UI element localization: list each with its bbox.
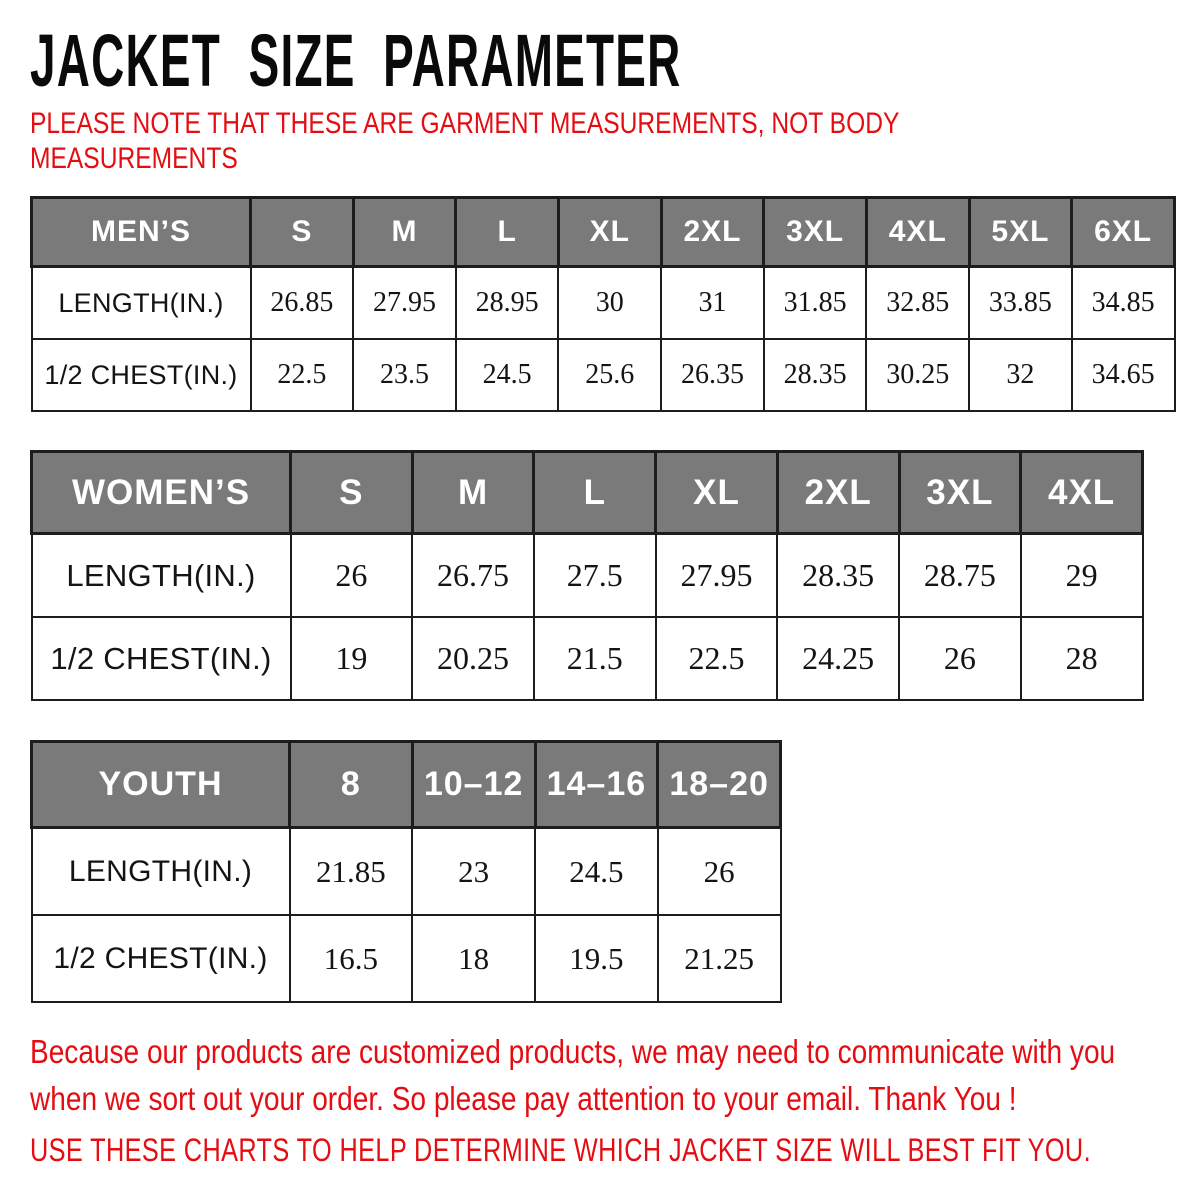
size-value-cell: 28.95 [454, 265, 560, 340]
size-value-cell: 28 [1019, 616, 1144, 701]
garment-measurement-note: PLEASE NOTE THAT THESE ARE GARMENT MEASU… [30, 106, 1090, 176]
page-title: JACKET SIZE PARAMETER [30, 19, 682, 102]
table-row: LENGTH(IN.) 26.85 27.95 28.95 30 31 31.8… [30, 265, 1176, 340]
youth-size-table: YOUTH 8 10–12 14–16 18–20 LENGTH(IN.) 21… [30, 740, 782, 1003]
womens-size-table: WOMEN’S S M L XL 2XL 3XL 4XL LENGTH(IN.)… [30, 450, 1144, 701]
col-header: 3XL [897, 450, 1023, 535]
header-row: MEN’S S M L XL 2XL 3XL 4XL 5XL 6XL [30, 196, 1176, 268]
size-value-cell: 31 [660, 265, 765, 340]
col-header: 5XL [967, 196, 1074, 268]
col-header: 14–16 [533, 740, 660, 829]
size-value-cell: 26 [289, 532, 414, 618]
size-value-cell: 26 [898, 616, 1022, 701]
size-value-cell: 19.5 [534, 914, 659, 1003]
notice-line: Because our products are customized prod… [30, 1033, 1116, 1070]
size-value-cell: 26.85 [249, 265, 355, 340]
size-value-cell: 34.85 [1070, 265, 1176, 340]
size-value-cell: 16.5 [288, 914, 414, 1003]
notice-line: when we sort out your order. So please p… [30, 1080, 1017, 1117]
size-value-cell: 18 [411, 914, 536, 1003]
customization-notice: Because our products are customized prod… [30, 1028, 1200, 1122]
col-header: M [351, 196, 458, 268]
note-line: MEASUREMENTS [30, 142, 238, 175]
table-row: LENGTH(IN.) 21.85 23 24.5 26 [30, 826, 782, 916]
col-header: 4XL [1019, 450, 1144, 535]
col-header: L [532, 450, 658, 535]
col-header: 3XL [762, 196, 868, 268]
col-header: 2XL [775, 450, 901, 535]
size-value-cell: 22.5 [654, 616, 779, 701]
table-row: 1/2 CHEST(IN.) 22.5 23.5 24.5 25.6 26.35… [30, 338, 1176, 412]
col-header: 10–12 [410, 740, 537, 829]
table-row: 1/2 CHEST(IN.) 16.5 18 19.5 21.25 [30, 914, 782, 1003]
size-value-cell: 22.5 [249, 338, 355, 412]
youth-table-title-cell: YOUTH [30, 740, 291, 829]
table-row: 1/2 CHEST(IN.) 19 20.25 21.5 22.5 24.25 … [30, 616, 1144, 701]
size-value-cell: 24.25 [776, 616, 901, 701]
header-row: WOMEN’S S M L XL 2XL 3XL 4XL [30, 450, 1144, 535]
size-value-cell: 27.95 [352, 265, 457, 340]
size-value-cell: 28.35 [762, 338, 868, 412]
size-value-cell: 32 [968, 338, 1073, 412]
row-label: 1/2 CHEST(IN.) [30, 338, 252, 412]
size-value-cell: 27.95 [654, 532, 779, 618]
size-value-cell: 26.75 [411, 532, 535, 618]
col-header: 8 [288, 740, 414, 829]
size-value-cell: 31.85 [762, 265, 868, 340]
size-value-cell: 33.85 [968, 265, 1073, 340]
row-label: 1/2 CHEST(IN.) [30, 616, 292, 701]
col-header: 4XL [864, 196, 971, 268]
row-label: LENGTH(IN.) [30, 532, 292, 618]
col-header: 6XL [1070, 196, 1176, 268]
size-value-cell: 32.85 [865, 265, 971, 340]
size-value-cell: 26 [656, 826, 782, 916]
size-value-cell: 21.25 [656, 914, 782, 1003]
mens-table-title-cell: MEN’S [30, 196, 252, 268]
size-value-cell: 24.5 [454, 338, 560, 412]
size-value-cell: 30.25 [865, 338, 971, 412]
womens-table-title-cell: WOMEN’S [30, 450, 292, 535]
size-value-cell: 27.5 [532, 532, 657, 618]
col-header: 18–20 [656, 740, 782, 829]
size-value-cell: 20.25 [411, 616, 535, 701]
col-header: M [410, 450, 536, 535]
size-value-cell: 24.5 [534, 826, 659, 916]
size-value-cell: 30 [557, 265, 663, 340]
size-value-cell: 21.85 [288, 826, 414, 916]
size-value-cell: 28.75 [898, 532, 1022, 618]
table-row: LENGTH(IN.) 26 26.75 27.5 27.95 28.35 28… [30, 532, 1144, 618]
size-value-cell: 23.5 [352, 338, 457, 412]
size-value-cell: 25.6 [557, 338, 663, 412]
size-value-cell: 28.35 [776, 532, 901, 618]
col-header: 2XL [659, 196, 766, 268]
row-label: 1/2 CHEST(IN.) [30, 914, 291, 1003]
size-value-cell: 23 [411, 826, 536, 916]
col-header: XL [556, 196, 663, 268]
row-label: LENGTH(IN.) [30, 265, 252, 340]
col-header: S [249, 196, 355, 268]
mens-size-table: MEN’S S M L XL 2XL 3XL 4XL 5XL 6XL LENGT… [30, 196, 1176, 412]
size-value-cell: 29 [1019, 532, 1144, 618]
size-value-cell: 26.35 [660, 338, 765, 412]
header-row: YOUTH 8 10–12 14–16 18–20 [30, 740, 782, 829]
note-line: PLEASE NOTE THAT THESE ARE GARMENT MEASU… [30, 107, 900, 140]
size-value-cell: 21.5 [532, 616, 657, 701]
col-header: XL [654, 450, 779, 535]
usage-instruction: USE THESE CHARTS TO HELP DETERMINE WHICH… [30, 1132, 1092, 1168]
col-header: L [454, 196, 560, 268]
size-value-cell: 19 [289, 616, 414, 701]
size-value-cell: 34.65 [1070, 338, 1176, 412]
col-header: S [289, 450, 414, 535]
row-label: LENGTH(IN.) [30, 826, 291, 916]
